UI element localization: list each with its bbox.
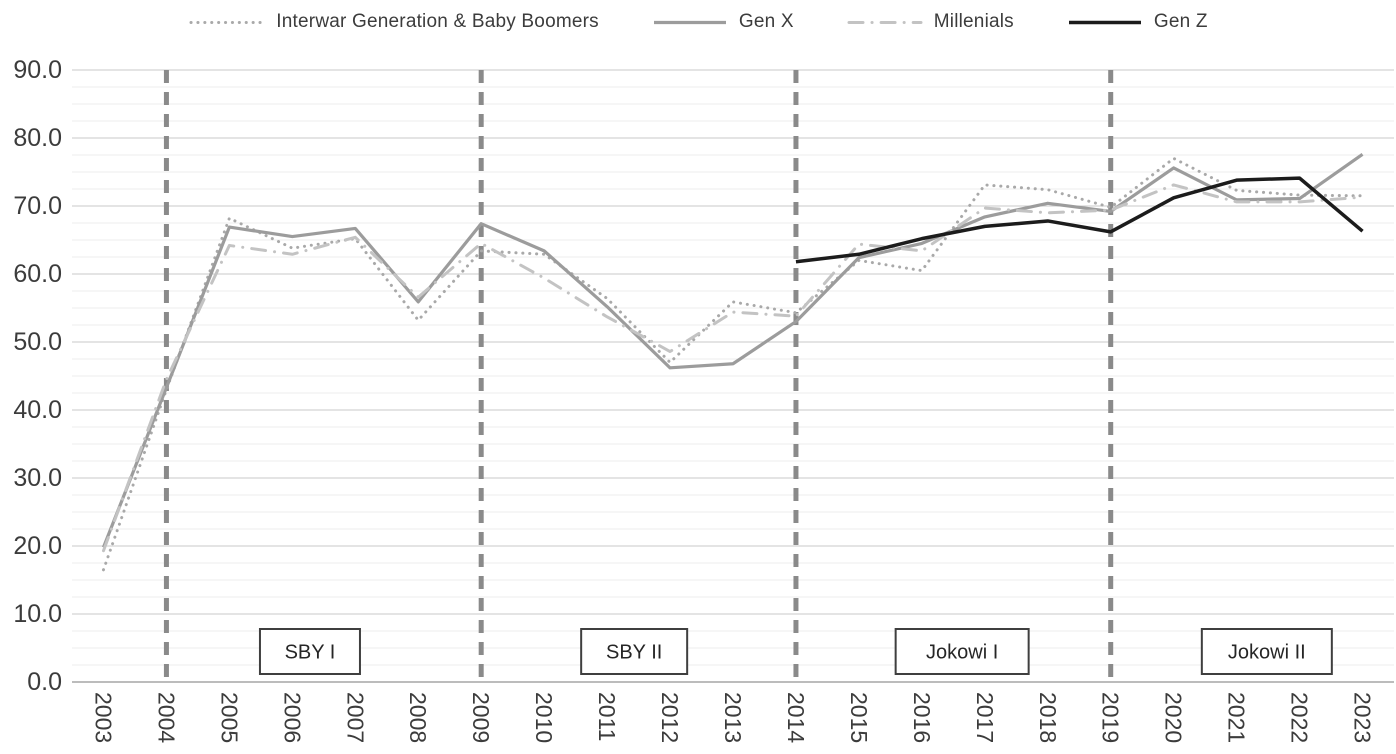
y-axis-tick-label: 50.0: [13, 328, 62, 356]
x-axis-tick-label: 2003: [90, 692, 116, 743]
legend-item-genz: Gen Z: [1066, 11, 1208, 33]
x-axis-tick-label: 2014: [783, 692, 809, 743]
x-axis-tick-label: 2021: [1224, 692, 1250, 743]
x-axis-tick-label: 2022: [1287, 692, 1313, 743]
y-axis-tick-label: 30.0: [13, 464, 62, 492]
term-box-sby-ii: [580, 628, 689, 675]
legend-item-interwar-boomers: Interwar Generation & Baby Boomers: [188, 11, 599, 33]
term-box-label: SBY II: [606, 642, 662, 664]
term-box-label: SBY I: [285, 642, 336, 664]
x-axis-tick-label: 2012: [657, 692, 683, 743]
series-line-interwar-generation-baby-boomers: [101, 156, 1365, 572]
legend-line-sample-solid-gray: [653, 20, 726, 24]
x-axis-tick-label: 2011: [594, 692, 620, 741]
x-axis-tick-label: 2006: [279, 692, 305, 743]
legend-item-genx: Gen X: [651, 11, 794, 33]
x-axis-tick-label: 2016: [909, 692, 935, 743]
y-axis-tick-label: 0.0: [27, 668, 62, 696]
x-axis-tick-label: 2023: [1350, 692, 1376, 743]
y-axis-tick-label: 10.0: [13, 600, 62, 628]
y-axis-tick-label: 60.0: [13, 260, 62, 288]
x-axis-tick-label: 2007: [342, 692, 368, 743]
legend-label-interwar-boomers: Interwar Generation & Baby Boomers: [276, 11, 599, 32]
x-axis-tick-label: 2005: [216, 692, 242, 743]
y-axis-tick-label: 70.0: [13, 192, 62, 220]
legend-line-sample-dashdot: [847, 20, 923, 24]
series-line-gen-z: [795, 176, 1364, 264]
x-axis-tick-label: 2010: [531, 692, 557, 743]
y-axis-tick-label: 20.0: [13, 532, 62, 560]
x-axis-tick-label: 2009: [468, 692, 494, 743]
term-box-label: Jokowi I: [926, 642, 998, 664]
x-axis-tick-label: 2013: [720, 692, 746, 743]
legend-label-millenials: Millenials: [933, 11, 1014, 32]
legend-line-sample-solid-black: [1068, 20, 1141, 24]
chart-legend: Interwar Generation & Baby Boomers Gen X…: [0, 6, 1396, 38]
y-axis-tick-label: 90.0: [13, 56, 62, 84]
series-line-gen-x: [101, 153, 1364, 548]
term-box-label: Jokowi II: [1228, 642, 1306, 664]
legend-label-genz: Gen Z: [1153, 11, 1208, 32]
y-axis-tick-label: 40.0: [13, 396, 62, 424]
x-axis-tick-label: 2019: [1098, 692, 1124, 743]
term-box-sby-i: [258, 628, 361, 675]
term-box-jokowi-i: [894, 628, 1030, 675]
x-axis-tick-label: 2008: [405, 692, 431, 743]
x-axis-tick-label: 2018: [1035, 692, 1061, 743]
x-axis-tick-label: 2015: [846, 692, 872, 743]
series-line-millenials: [101, 183, 1365, 553]
x-axis-tick-label: 2004: [153, 692, 179, 743]
term-box-jokowi-ii: [1200, 628, 1333, 675]
legend-label-genx: Gen X: [738, 11, 794, 32]
x-axis-tick-label: 2020: [1161, 692, 1187, 743]
x-axis-tick-label: 2017: [972, 692, 998, 743]
legend-item-millenials: Millenials: [846, 11, 1014, 33]
y-axis-tick-label: 80.0: [13, 124, 62, 152]
legend-line-sample-dotted: [189, 20, 265, 24]
